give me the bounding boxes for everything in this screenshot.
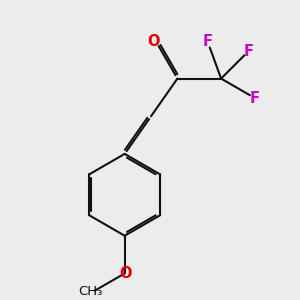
Text: F: F: [244, 44, 254, 59]
Text: F: F: [203, 34, 213, 50]
Text: O: O: [119, 266, 132, 281]
Text: O: O: [147, 34, 160, 49]
Text: CH₃: CH₃: [78, 285, 102, 298]
Text: F: F: [250, 91, 260, 106]
